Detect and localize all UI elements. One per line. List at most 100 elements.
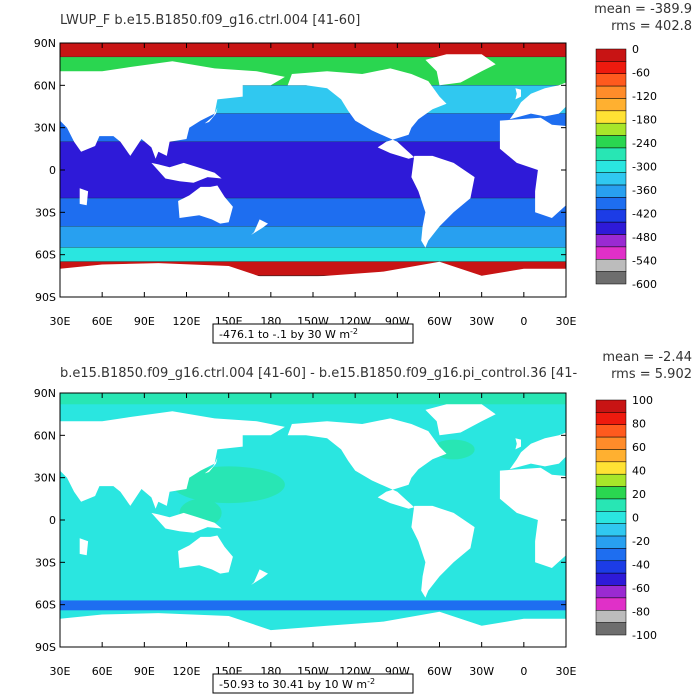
- colorbar-swatch: [595, 535, 627, 549]
- map-field: [60, 393, 566, 647]
- land-antarctica: [60, 261, 566, 297]
- y-tick-label: 90S: [35, 291, 56, 304]
- land-south-america: [411, 155, 475, 248]
- land-japan: [200, 107, 218, 125]
- colorbar-swatch: [595, 473, 627, 487]
- y-tick-label: 60N: [34, 79, 56, 92]
- colorbar-label: -120: [632, 90, 657, 103]
- land-antarctica: [60, 611, 566, 647]
- land-eurasia-east: [60, 411, 285, 509]
- land-uk: [515, 88, 521, 100]
- colorbar-swatch: [595, 572, 627, 586]
- colorbar-label: 100: [632, 394, 653, 407]
- chart-title: b.e15.B1850.f09_g16.ctrl.004 [41-60] - b…: [60, 366, 577, 381]
- colorbar-swatch: [595, 122, 627, 136]
- colorbar-swatch: [595, 209, 627, 223]
- colorbar-swatch: [595, 172, 627, 186]
- x-tick-label: 30E: [556, 315, 577, 328]
- colorbar-label: -480: [632, 231, 657, 244]
- x-tick-label: 90E: [134, 315, 155, 328]
- y-tick-label: 90S: [35, 641, 56, 654]
- land-indonesia: [151, 512, 222, 533]
- colorbar-swatch: [595, 61, 627, 74]
- x-tick-label: 60W: [427, 315, 452, 328]
- colorbar-swatch: [595, 449, 627, 463]
- colorbar-label: -360: [632, 184, 657, 197]
- colorbar-swatch: [595, 184, 627, 198]
- y-tick-label: 60S: [35, 599, 56, 612]
- land-africa: [499, 117, 566, 218]
- y-tick-label: 0: [49, 514, 56, 527]
- x-tick-label: 120E: [173, 315, 201, 328]
- colorbar-swatch: [595, 399, 627, 413]
- land-new-zealand: [251, 569, 268, 585]
- colorbar-swatch: [595, 73, 627, 87]
- colorbar-label: 60: [632, 441, 646, 454]
- land-japan: [200, 457, 218, 475]
- zonal-band-4: [60, 141, 566, 199]
- colorbar-label: -420: [632, 208, 657, 221]
- colorbar-swatch: [595, 560, 627, 574]
- x-tick-label: 30E: [50, 315, 71, 328]
- southern-ocean-blue: [60, 600, 566, 611]
- colorbar-swatch: [595, 271, 627, 285]
- colorbar-label: -540: [632, 255, 657, 268]
- colorbar-swatch: [595, 511, 627, 524]
- range-label: -476.1 to -.1 by 30 W m-2: [219, 327, 358, 341]
- x-tick-label: 120E: [173, 665, 201, 678]
- y-tick-label: 90N: [34, 37, 56, 50]
- x-tick-label: 0: [520, 315, 527, 328]
- colorbar-swatch: [595, 98, 627, 112]
- land-madagascar: [79, 538, 89, 556]
- colorbar-label: -300: [632, 161, 657, 174]
- x-tick-label: 30E: [556, 665, 577, 678]
- colorbar-swatch: [595, 135, 627, 149]
- land-uk: [515, 438, 521, 450]
- land-eurasia-east: [60, 61, 285, 159]
- y-tick-label: 30N: [34, 472, 56, 485]
- zonal-band-7: [60, 247, 566, 262]
- zonal-band-6: [60, 226, 566, 248]
- x-tick-label: 30E: [50, 665, 71, 678]
- colorbar-swatch: [595, 259, 627, 272]
- colorbar-label: -180: [632, 114, 657, 127]
- x-tick-label: 0: [520, 665, 527, 678]
- land-australia: [178, 535, 233, 574]
- land-greenland: [425, 54, 496, 86]
- mean-label: mean = -2.44: [602, 350, 692, 365]
- range-box: [212, 673, 414, 694]
- colorbar-label: -80: [632, 606, 650, 619]
- land-north-america: [287, 418, 447, 509]
- colorbar-swatch: [595, 436, 627, 450]
- colorbar-swatch: [595, 110, 627, 124]
- range-box: [212, 323, 414, 344]
- colorbar-label: 0: [632, 512, 639, 525]
- colorbar-swatch: [595, 197, 627, 211]
- colorbar-label: -40: [632, 559, 650, 572]
- colorbar-label: 40: [632, 465, 646, 478]
- colorbar-swatch: [595, 610, 627, 623]
- colorbar-swatch: [595, 585, 627, 599]
- colorbar-swatch: [595, 246, 627, 260]
- land-north-america: [287, 68, 447, 159]
- colorbar-swatch: [595, 461, 627, 475]
- y-tick-label: 90N: [34, 387, 56, 400]
- colorbar-label: 0: [632, 43, 639, 56]
- colorbar-swatch: [595, 424, 627, 438]
- y-tick-label: 60S: [35, 249, 56, 262]
- x-tick-label: 30W: [469, 665, 494, 678]
- panel-1: 30E 60E 90E 120E 150E 180 150W 120W 90W 60W 30W 0 30…: [34, 2, 692, 344]
- land-south-america: [411, 505, 475, 598]
- land-new-zealand: [251, 219, 268, 235]
- zonal-band-5: [60, 198, 566, 227]
- colorbar-swatch: [595, 221, 627, 235]
- colorbar-swatch: [595, 486, 627, 500]
- map-field: [60, 43, 566, 297]
- colorbar-label: -60: [632, 67, 650, 80]
- colorbar-label: -100: [632, 629, 657, 642]
- y-tick-label: 30S: [35, 556, 56, 569]
- colorbar-swatch: [595, 498, 627, 512]
- colorbar-swatch: [595, 412, 627, 425]
- colorbar-swatch: [595, 160, 627, 173]
- colorbar-label: 80: [632, 418, 646, 431]
